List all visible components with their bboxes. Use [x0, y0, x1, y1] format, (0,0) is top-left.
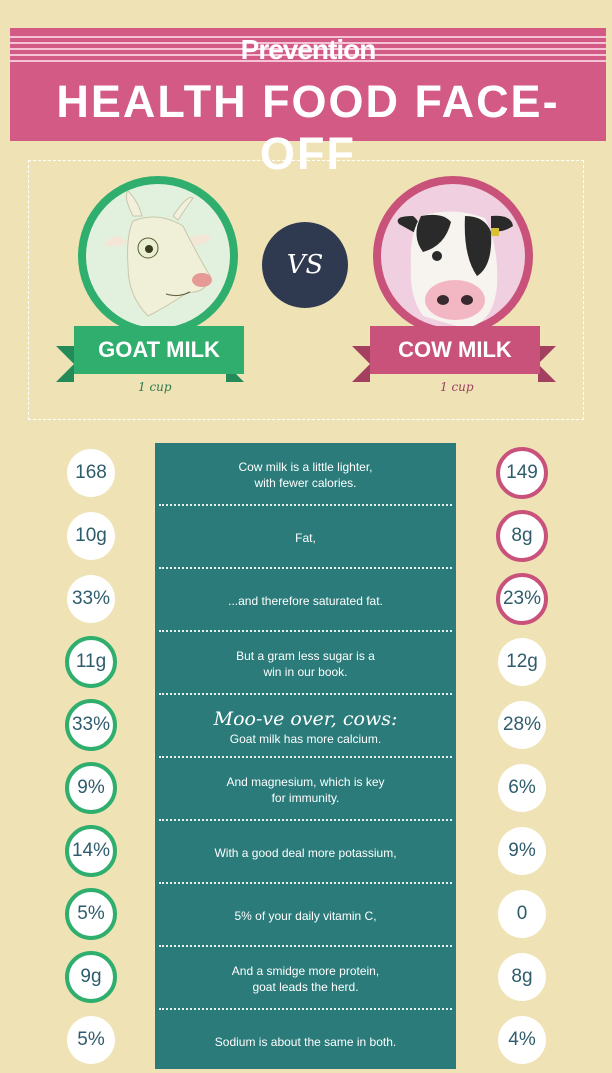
row-divider — [159, 1008, 452, 1010]
cow-face-icon — [381, 184, 525, 328]
row-divider — [159, 882, 452, 884]
comparison-row: Sodium is about the same in both. — [155, 1010, 456, 1073]
header-banner: Prevention HEALTH FOOD FACE-OFF — [10, 28, 606, 179]
comparison-row: Fat, — [155, 506, 456, 569]
row-divider — [159, 756, 452, 758]
comparison-description: Cow milk is a little lighter, with fewer … — [155, 443, 456, 506]
cow-value-circle: 8g — [496, 509, 548, 562]
row-divider — [159, 630, 452, 632]
comparison-description: With a good deal more potassium, — [155, 821, 456, 884]
comparison-description: Sodium is about the same in both. — [155, 1010, 456, 1073]
row-divider — [159, 819, 452, 821]
comparison-row: ...and therefore saturated fat. — [155, 569, 456, 632]
cow-milk-label: COW MILK — [370, 326, 540, 374]
cow-value-circle: 149 — [496, 446, 548, 499]
comparison-row: With a good deal more potassium, — [155, 821, 456, 884]
goat-serving-size: 1 cup — [138, 380, 172, 394]
cow-value-circle: 28% — [498, 700, 546, 749]
cow-value-circle: 9% — [498, 826, 546, 875]
description-line: But a gram less sugar is a — [236, 648, 375, 663]
description-line: Sodium is about the same in both. — [214, 1034, 397, 1049]
description-line: Cow milk is a little lighter, — [238, 459, 373, 474]
comparison-row: Moo-ve over, cows: Goat milk has more cal… — [155, 695, 456, 758]
description-line: with fewer calories. — [254, 475, 357, 490]
goat-value-circle: 14% — [65, 824, 117, 877]
banner-stripe — [10, 54, 606, 56]
comparison-description: And magnesium, which is key for immunity. — [155, 758, 456, 821]
vs-text: VS — [286, 250, 324, 280]
cow-value-circle: 12g — [498, 637, 546, 686]
row-heading: Moo-ve over, cows: — [213, 707, 398, 730]
description-line: Goat milk has more calcium. — [229, 731, 382, 746]
description-line: goat leads the herd. — [252, 979, 359, 994]
comparison-row: And a smidge more protein, goat leads the… — [155, 947, 456, 1010]
goat-value-circle: 5% — [67, 1015, 115, 1064]
cow-ribbon-tail-left — [352, 346, 370, 382]
goat-ribbon-tail-left — [56, 346, 74, 382]
goat-value-circle: 33% — [65, 698, 117, 751]
goat-value-circle: 9% — [65, 761, 117, 814]
goat-milk-label: GOAT MILK — [74, 326, 244, 374]
cow-value-circle: 6% — [498, 763, 546, 812]
comparison-panel: Cow milk is a little lighter, with fewer … — [155, 443, 456, 1069]
goat-value-circle: 10g — [67, 511, 115, 560]
description-line: Fat, — [295, 530, 316, 545]
banner-stripe — [10, 60, 606, 62]
cow-serving-size: 1 cup — [440, 380, 474, 394]
goat-value-circle: 5% — [65, 887, 117, 940]
goat-value-circle: 168 — [67, 448, 115, 497]
description-line: 5% of your daily vitamin C, — [234, 908, 377, 923]
comparison-row: 5% of your daily vitamin C, — [155, 884, 456, 947]
page-title: HEALTH FOOD FACE-OFF — [56, 76, 560, 179]
row-divider — [159, 567, 452, 569]
versus-box — [28, 160, 584, 420]
description-line: And a smidge more protein, — [231, 963, 380, 978]
banner-stripe — [10, 36, 606, 38]
goat-value-circle: 33% — [67, 574, 115, 623]
description-line: for immunity. — [271, 790, 340, 805]
row-divider — [159, 504, 452, 506]
description-line: ...and therefore saturated fat. — [228, 593, 383, 608]
description-line: win in our book. — [263, 664, 348, 679]
brand-logo: Prevention — [240, 34, 377, 65]
comparison-description: Moo-ve over, cows: Goat milk has more cal… — [155, 695, 456, 758]
description-line: With a good deal more potassium, — [214, 845, 397, 860]
goat-value-circle: 11g — [65, 635, 117, 688]
comparison-description: 5% of your daily vitamin C, — [155, 884, 456, 947]
comparison-description: But a gram less sugar is a win in our boo… — [155, 632, 456, 695]
row-divider — [159, 945, 452, 947]
banner-stripe — [10, 48, 606, 50]
cow-value-circle: 8g — [498, 952, 546, 1001]
comparison-row: But a gram less sugar is a win in our boo… — [155, 632, 456, 695]
comparison-row: And magnesium, which is key for immunity. — [155, 758, 456, 821]
goat-illustration-icon — [78, 176, 238, 336]
comparison-row: Cow milk is a little lighter, with fewer … — [155, 443, 456, 506]
cow-value-circle: 0 — [498, 889, 546, 938]
goat-face-icon — [86, 184, 230, 328]
comparison-description: And a smidge more protein, goat leads the… — [155, 947, 456, 1010]
vs-badge: VS — [262, 222, 348, 308]
cow-illustration-icon — [373, 176, 533, 336]
cow-value-circle: 23% — [496, 572, 548, 625]
goat-value-circle: 9g — [65, 950, 117, 1003]
cow-value-circle: 4% — [498, 1015, 546, 1064]
row-divider — [159, 693, 452, 695]
banner-stripe — [10, 42, 606, 44]
cow-ribbon-tail-right — [538, 346, 556, 382]
comparison-description: ...and therefore saturated fat. — [155, 569, 456, 632]
comparison-description: Fat, — [155, 506, 456, 569]
description-line: And magnesium, which is key — [226, 774, 385, 789]
